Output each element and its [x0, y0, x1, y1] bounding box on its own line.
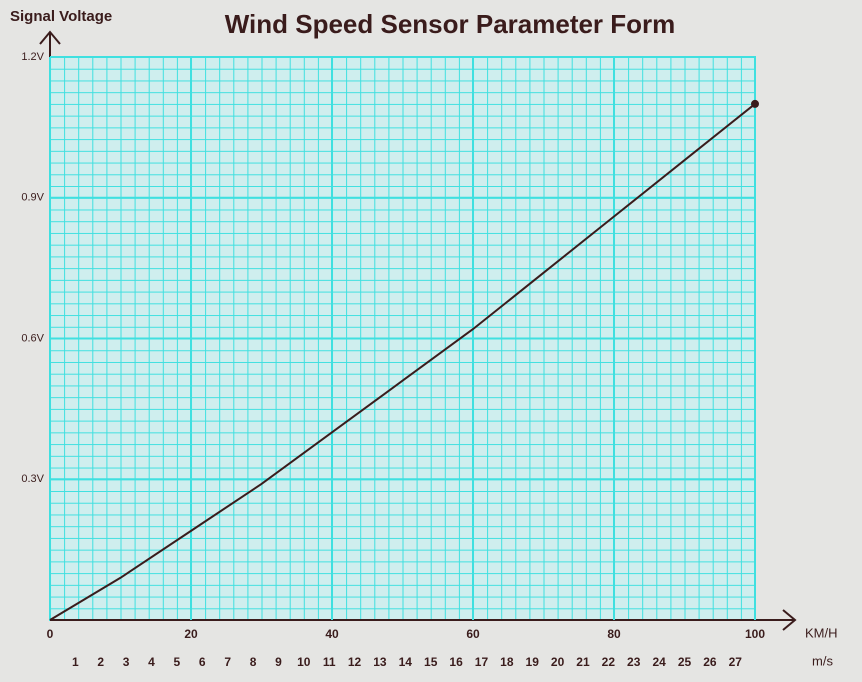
x2-tick-label: 12 [348, 655, 362, 669]
chart-title: Wind Speed Sensor Parameter Form [225, 9, 676, 39]
y-axis-title: Signal Voltage [10, 8, 112, 25]
x2-tick-label: 17 [475, 655, 489, 669]
x2-tick-label: 13 [373, 655, 387, 669]
y-tick-label: 1.2V [21, 51, 44, 63]
x2-tick-label: 20 [551, 655, 565, 669]
x2-tick-label: 1 [72, 655, 79, 669]
x2-tick-label: 5 [174, 655, 181, 669]
x-tick-label: 20 [184, 627, 198, 641]
x2-tick-label: 22 [602, 655, 616, 669]
data-line [49, 103, 756, 621]
x2-tick-label: 14 [399, 655, 413, 669]
x2-tick-label: 19 [526, 655, 540, 669]
x2-axis-title: m/s [812, 653, 833, 668]
x2-tick-label: 9 [275, 655, 282, 669]
end-marker [751, 99, 759, 108]
x2-tick-label: 21 [576, 655, 590, 669]
y-tick-label: 0.9V [21, 192, 44, 204]
x2-tick-label: 25 [678, 655, 692, 669]
x2-tick-label: 26 [703, 655, 717, 669]
x2-tick-label: 6 [199, 655, 206, 669]
x2-tick-label: 7 [224, 655, 231, 669]
y-tick-label: 0.3V [21, 473, 44, 485]
x2-tick-label: 4 [148, 655, 155, 669]
x2-tick-label: 3 [123, 655, 130, 669]
x2-tick-label: 27 [729, 655, 743, 669]
x2-tick-label: 15 [424, 655, 438, 669]
x-tick-label: 0 [47, 627, 54, 641]
x2-tick-label: 10 [297, 655, 311, 669]
x-tick-label: 80 [607, 627, 621, 641]
x-tick-label: 60 [466, 627, 480, 641]
x2-tick-label: 16 [449, 655, 463, 669]
x-tick-label: 40 [325, 627, 339, 641]
x-tick-label: 100 [745, 627, 765, 641]
x2-tick-label: 18 [500, 655, 514, 669]
x2-tick-label: 23 [627, 655, 641, 669]
y-tick-label: 0.6V [21, 332, 44, 344]
x-axis [50, 609, 797, 631]
x2-tick-label: 11 [323, 655, 336, 669]
x2-tick-label: 8 [250, 655, 257, 669]
x2-tick-label: 24 [652, 655, 666, 669]
x2-tick-label: 2 [97, 655, 104, 669]
x-axis-title: KM/H [805, 625, 838, 640]
